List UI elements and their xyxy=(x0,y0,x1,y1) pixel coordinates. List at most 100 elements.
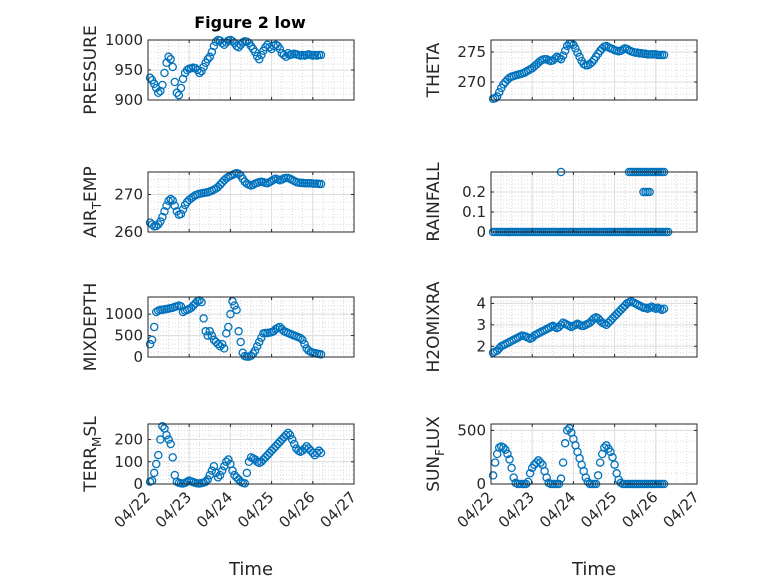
data-point xyxy=(205,52,215,62)
data-point xyxy=(156,435,165,444)
data-point xyxy=(565,424,574,433)
figure-title: Figure 2 low xyxy=(194,13,306,32)
data-point xyxy=(211,37,221,47)
y-tick-label: 500 xyxy=(114,327,143,345)
x-tick-label: 04/25 xyxy=(234,488,277,531)
y-axis-label: PRESSURE xyxy=(81,25,101,114)
data-point xyxy=(246,351,256,360)
x-tick-label: 04/27 xyxy=(660,488,703,531)
x-tick-label: 04/22 xyxy=(111,488,154,531)
y-tick-label: 0 xyxy=(133,348,143,366)
data-point xyxy=(201,327,210,336)
x-tick-label: 04/24 xyxy=(536,488,579,531)
data-point xyxy=(162,201,171,210)
axes-box xyxy=(490,171,698,233)
data-point xyxy=(217,466,227,475)
data-point xyxy=(170,77,180,87)
y-tick-label: 0 xyxy=(133,475,143,493)
data-point xyxy=(158,421,167,431)
series-markers xyxy=(488,167,673,237)
data-point xyxy=(316,50,326,60)
data-point xyxy=(250,346,260,355)
axes-box xyxy=(147,423,355,485)
data-point xyxy=(283,428,293,438)
panel-air: 260 270 AIRTEMP xyxy=(81,166,355,241)
data-point xyxy=(279,50,289,60)
data-point xyxy=(595,458,605,467)
data-point xyxy=(168,196,177,205)
data-point xyxy=(503,449,512,459)
data-point xyxy=(232,305,241,315)
series-markers xyxy=(488,39,669,104)
data-point xyxy=(205,327,215,336)
y-tick-label: 2 xyxy=(476,337,486,355)
data-point xyxy=(287,435,297,444)
y-axis-label-main: H2OMIXRA xyxy=(424,281,444,372)
data-point xyxy=(160,207,169,216)
data-point xyxy=(149,322,159,332)
y-axis-label: RAINFALL xyxy=(424,162,444,242)
data-point xyxy=(600,443,609,452)
y-axis-label: AIRTEMP xyxy=(81,166,104,237)
y-tick-label: 500 xyxy=(457,421,486,439)
data-point xyxy=(195,68,204,78)
data-point xyxy=(558,458,568,467)
axes-box xyxy=(490,296,698,358)
data-point xyxy=(228,466,237,475)
data-point xyxy=(571,44,580,53)
y-axis-label-main: THETA xyxy=(424,42,444,98)
y-axis-label: MIXDEPTH xyxy=(81,283,101,372)
data-point xyxy=(201,477,210,487)
data-point xyxy=(542,473,551,482)
y-axis-label: TERRMSL xyxy=(81,416,104,493)
data-point xyxy=(285,430,295,440)
data-point xyxy=(505,455,514,464)
series-markers xyxy=(145,168,326,231)
y-tick-label: 270 xyxy=(457,73,486,91)
data-point xyxy=(222,38,231,47)
data-point xyxy=(509,473,518,482)
x-axis-label-left: Time xyxy=(228,559,273,580)
data-point xyxy=(199,62,208,72)
data-point xyxy=(290,439,299,449)
y-axis-label: SUNFLUX xyxy=(424,416,447,492)
data-point xyxy=(226,309,235,319)
data-point xyxy=(242,468,252,478)
data-point xyxy=(490,458,500,467)
data-point xyxy=(300,339,309,349)
data-point xyxy=(215,342,225,351)
panel-h2omixra: 2 3 4 H2OMIXRA xyxy=(424,281,698,373)
data-point xyxy=(176,83,186,93)
data-point xyxy=(314,446,324,455)
x-tick-label: 04/23 xyxy=(495,488,538,531)
series-markers xyxy=(488,424,669,489)
data-point xyxy=(217,339,227,349)
x-axis-label-right: Time xyxy=(571,559,616,580)
x-tick-label: 04/22 xyxy=(454,488,497,531)
series-markers xyxy=(488,297,669,357)
data-point xyxy=(203,54,212,64)
y-tick-label: 0.2 xyxy=(462,183,486,201)
data-point xyxy=(608,452,617,462)
series-markers xyxy=(145,35,326,100)
data-point xyxy=(207,331,217,340)
data-point xyxy=(156,217,165,226)
data-point xyxy=(213,339,223,349)
data-point xyxy=(254,337,264,347)
data-point xyxy=(164,52,173,62)
data-point xyxy=(271,324,280,334)
data-point xyxy=(560,439,570,448)
panel-rainfall: 0 0.1 0.2 RAINFALL xyxy=(424,162,698,242)
x-tick-label: 04/23 xyxy=(152,488,195,531)
data-point xyxy=(154,88,163,98)
data-point xyxy=(166,54,175,64)
data-point xyxy=(610,460,619,469)
y-axis-label-main: RAINFALL xyxy=(424,162,444,242)
y-tick-label: 270 xyxy=(114,186,143,204)
data-point xyxy=(236,337,245,347)
y-tick-label: 1000 xyxy=(105,305,143,323)
data-point xyxy=(209,41,219,51)
data-point xyxy=(234,169,243,179)
